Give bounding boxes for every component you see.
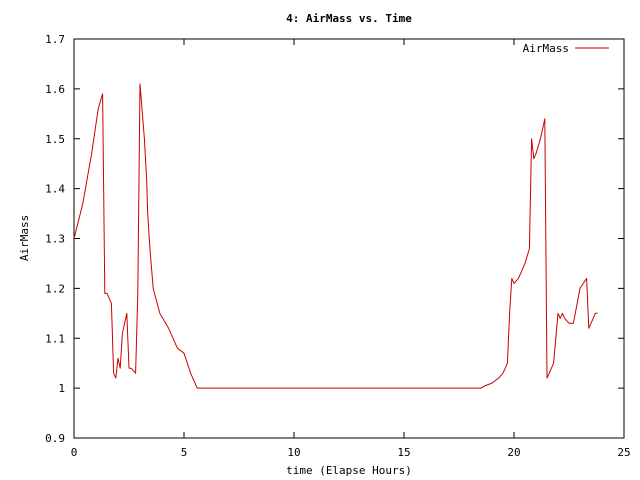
x-tick-label: 5 xyxy=(181,446,188,459)
y-tick-label: 1.7 xyxy=(45,33,65,46)
y-tick-label: 1.6 xyxy=(45,83,65,96)
x-tick-label: 10 xyxy=(287,446,300,459)
x-tick-label: 20 xyxy=(507,446,520,459)
plot-frame xyxy=(73,38,625,439)
y-tick-label: 1.5 xyxy=(45,133,65,146)
y-tick-label: 1 xyxy=(58,382,65,395)
series-layer xyxy=(73,83,598,389)
y-axis-label: AirMass xyxy=(18,215,31,261)
y-tick-label: 1.1 xyxy=(45,332,65,345)
y-tick-label: 1.2 xyxy=(45,282,65,295)
x-tick-label: 15 xyxy=(397,446,410,459)
x-axis-label: time (Elapse Hours) xyxy=(286,464,412,477)
x-tick-label: 25 xyxy=(617,446,630,459)
legend-label: AirMass xyxy=(523,42,569,55)
y-tick-label: 0.9 xyxy=(45,432,65,445)
y-tick-label: 1.4 xyxy=(45,183,65,196)
chart-title: 4: AirMass vs. Time xyxy=(286,12,412,25)
x-tick-label: 0 xyxy=(71,446,78,459)
series-line-airmass xyxy=(73,83,598,389)
legend: AirMass xyxy=(523,42,609,55)
axis-ticks: 0 5 10 15 20 25 0.9 1 1.1 1.2 1.3 1.4 1.5 1.6 1.7 xyxy=(45,33,631,459)
y-tick-label: 1.3 xyxy=(45,233,65,246)
